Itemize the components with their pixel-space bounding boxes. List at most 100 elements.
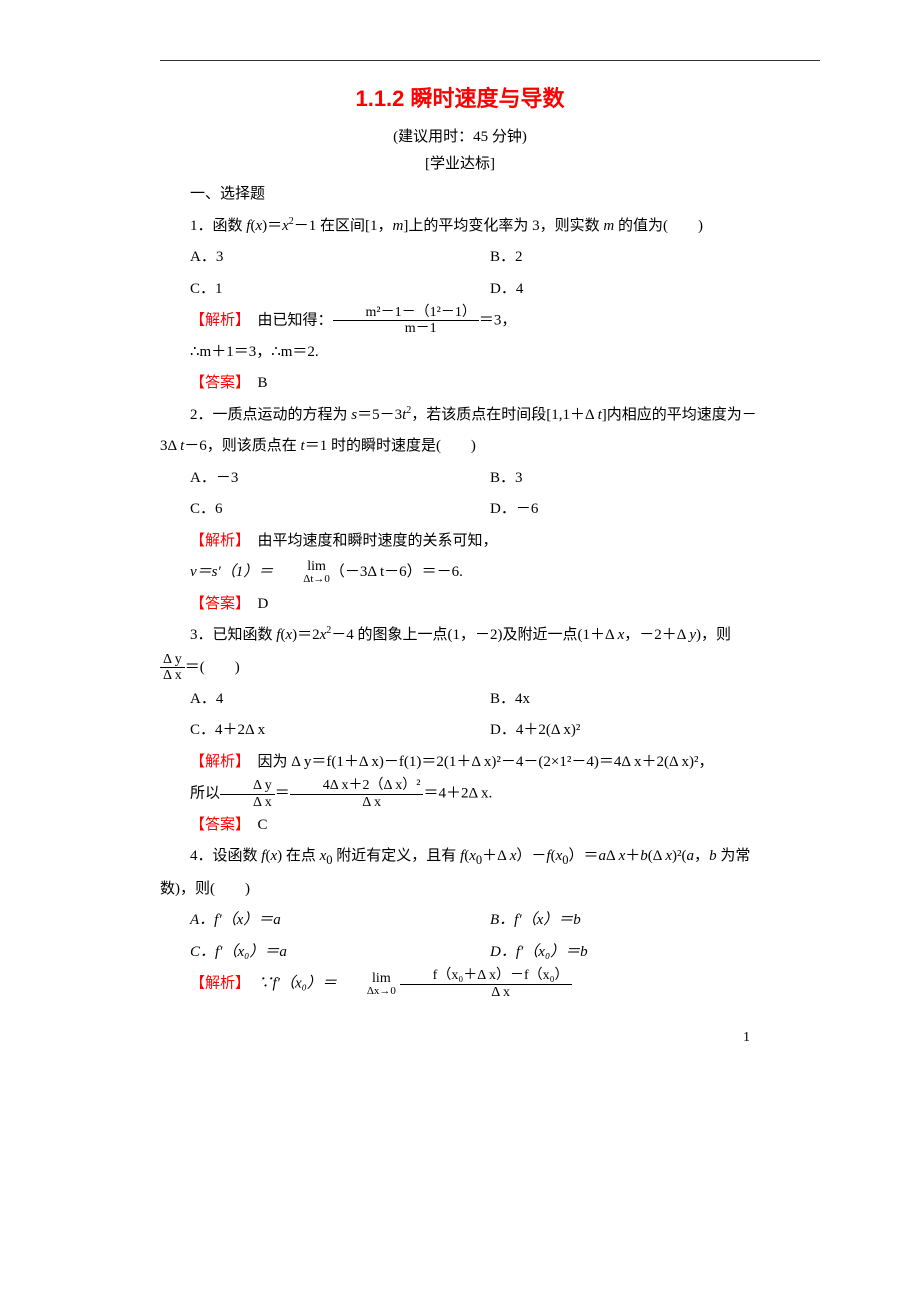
t: )²( <box>672 848 687 864</box>
q2-daan: 【答案】 D <box>160 589 760 621</box>
t: （－3Δ t－6）＝－6. <box>330 564 463 580</box>
x: x <box>270 848 277 864</box>
q3-D: D．4＋2(Δ x)² <box>490 715 760 747</box>
q2-line2: v＝s′（1）＝limΔt→0（－3Δ t－6）＝－6. <box>160 557 760 589</box>
t: ＋Δ <box>482 848 510 864</box>
t: －1 在区间[1， <box>294 218 393 234</box>
t: B <box>243 375 268 391</box>
t: 由已知得： <box>243 312 333 328</box>
subtitle-section: [学业达标] <box>160 152 760 173</box>
page-number: 1 <box>160 1030 760 1046</box>
num: Δ y <box>220 778 275 794</box>
limbot: Δt→0 <box>273 574 330 585</box>
frac: Δ yΔ x <box>160 652 185 684</box>
q4-options-row1: A．f′（x）＝a B．f′（x）＝b <box>160 905 760 937</box>
q2-A: A．－3 <box>190 463 490 495</box>
frac2: Δ yΔ x <box>220 778 275 810</box>
num: f（x₀＋Δ x）－f（x₀） <box>400 968 572 984</box>
q4-A: A．f′（x）＝a <box>190 905 490 937</box>
t: 的值为( ) <box>614 218 703 234</box>
q1-D: D．4 <box>490 274 760 306</box>
limtop: lim <box>337 972 396 986</box>
q4-D: D．f′（x₀）＝b <box>490 937 760 969</box>
t: ，若该质点在时间段[1,1＋Δ <box>411 407 597 423</box>
m2: m <box>603 218 614 234</box>
jiexi-label: 【解析】 <box>190 312 243 328</box>
frac: m²－1－（1²－1）m－1 <box>333 305 479 337</box>
q2-stem: 2．一质点运动的方程为 s＝5－3t2，若该质点在时间段[1,1＋Δ t]内相应… <box>160 400 760 463</box>
t: ＝3， <box>479 312 517 328</box>
q4-jiexi: 【解析】 ∵f′（x₀）＝limΔx→0 f（x₀＋Δ x）－f（x₀）Δ x <box>160 968 760 1000</box>
q2-options-row2: C．6 D．－6 <box>160 494 760 526</box>
t: ）－ <box>516 848 546 864</box>
q3-options-row2: C．4＋2Δ x D．4＋2(Δ x)² <box>160 715 760 747</box>
q2-D: D．－6 <box>490 494 760 526</box>
num: Δ y <box>160 652 185 668</box>
t: ，－2＋Δ <box>624 627 689 643</box>
t: v＝s′（1）＝ <box>190 564 273 580</box>
t: ＝1 时的瞬时速度是( ) <box>305 438 476 454</box>
x: x <box>255 218 262 234</box>
fx2: f <box>460 848 464 864</box>
a: a <box>599 848 607 864</box>
q4-options-row2: C．f′（x₀）＝a D．f′（x₀）＝b <box>160 937 760 969</box>
q3-jiexi: 【解析】 因为 Δ y＝f(1＋Δ x)－f(1)＝2(1＋Δ x)²－4－(2… <box>160 747 760 779</box>
q2-options-row1: A．－3 B．3 <box>160 463 760 495</box>
q1-B: B．2 <box>490 242 760 274</box>
rule-top <box>160 60 820 61</box>
q1-stem: 1．函数 f(x)＝x2－1 在区间[1，m]上的平均变化率为 3，则实数 m … <box>160 211 760 243</box>
t: ]上的平均变化率为 3，则实数 <box>403 218 603 234</box>
q1-daan: 【答案】 B <box>160 368 760 400</box>
q1-options-row1: A．3 B．2 <box>160 242 760 274</box>
q1-C: C．1 <box>190 274 490 306</box>
limbot: Δx→0 <box>337 986 396 997</box>
den: Δ x <box>160 668 185 683</box>
t: 由平均速度和瞬时速度的关系可知， <box>243 533 498 549</box>
t: ）＝ <box>569 848 599 864</box>
t: 2．一质点运动的方程为 <box>190 407 351 423</box>
t: 4．设函数 <box>190 848 261 864</box>
frac: f（x₀＋Δ x）－f（x₀）Δ x <box>400 968 572 1000</box>
section-heading: 一、选择题 <box>160 179 760 211</box>
t: ， <box>694 848 709 864</box>
q3-frac-line: Δ yΔ x＝( ) <box>160 652 760 684</box>
q2-C: C．6 <box>190 494 490 526</box>
t: ＝ <box>275 785 290 801</box>
q1-A: A．3 <box>190 242 490 274</box>
daan-label: 【答案】 <box>190 817 243 833</box>
den: Δ x <box>400 985 572 1000</box>
t: ∵f′（x₀）＝ <box>243 976 337 992</box>
num: 4Δ x＋2（Δ x）² <box>290 778 424 794</box>
q3-A: A．4 <box>190 684 490 716</box>
t: ＝5－3 <box>357 407 402 423</box>
q1-options-row2: C．1 D．4 <box>160 274 760 306</box>
limtop: lim <box>273 560 330 574</box>
daan-label: 【答案】 <box>190 375 243 391</box>
fx: f <box>246 218 250 234</box>
q3-line2: 所以Δ yΔ x＝4Δ x＋2（Δ x）²Δ x＝4＋2Δ x. <box>160 778 760 810</box>
t: 1．函数 <box>190 218 246 234</box>
q2-jiexi: 【解析】 由平均速度和瞬时速度的关系可知， <box>160 526 760 558</box>
den: Δ x <box>290 795 424 810</box>
t: 附近有定义，且有 <box>333 848 461 864</box>
fx3: f <box>546 848 550 864</box>
fx: f <box>276 627 280 643</box>
a2: a <box>687 848 695 864</box>
doc-title: 1.1.2 瞬时速度与导数 <box>160 81 760 113</box>
x: x <box>285 627 292 643</box>
q1-jiexi: 【解析】 由已知得：m²－1－（1²－1）m－1＝3， <box>160 305 760 337</box>
t: －6，则该质点在 <box>184 438 300 454</box>
t: ＝4＋2Δ x. <box>423 785 492 801</box>
jiexi-label: 【解析】 <box>190 754 243 770</box>
q2-B: B．3 <box>490 463 760 495</box>
den: Δ x <box>220 795 275 810</box>
fx: f <box>261 848 265 864</box>
b2: b <box>709 848 717 864</box>
x2: x <box>282 218 289 234</box>
lim: limΔx→0 <box>337 972 396 997</box>
frac3: 4Δ x＋2（Δ x）²Δ x <box>290 778 424 810</box>
t: D <box>243 596 269 612</box>
t: ＋ <box>625 848 640 864</box>
q1-line2: ∴m＋1＝3，∴m＝2. <box>160 337 760 369</box>
t: ＝ <box>267 218 282 234</box>
